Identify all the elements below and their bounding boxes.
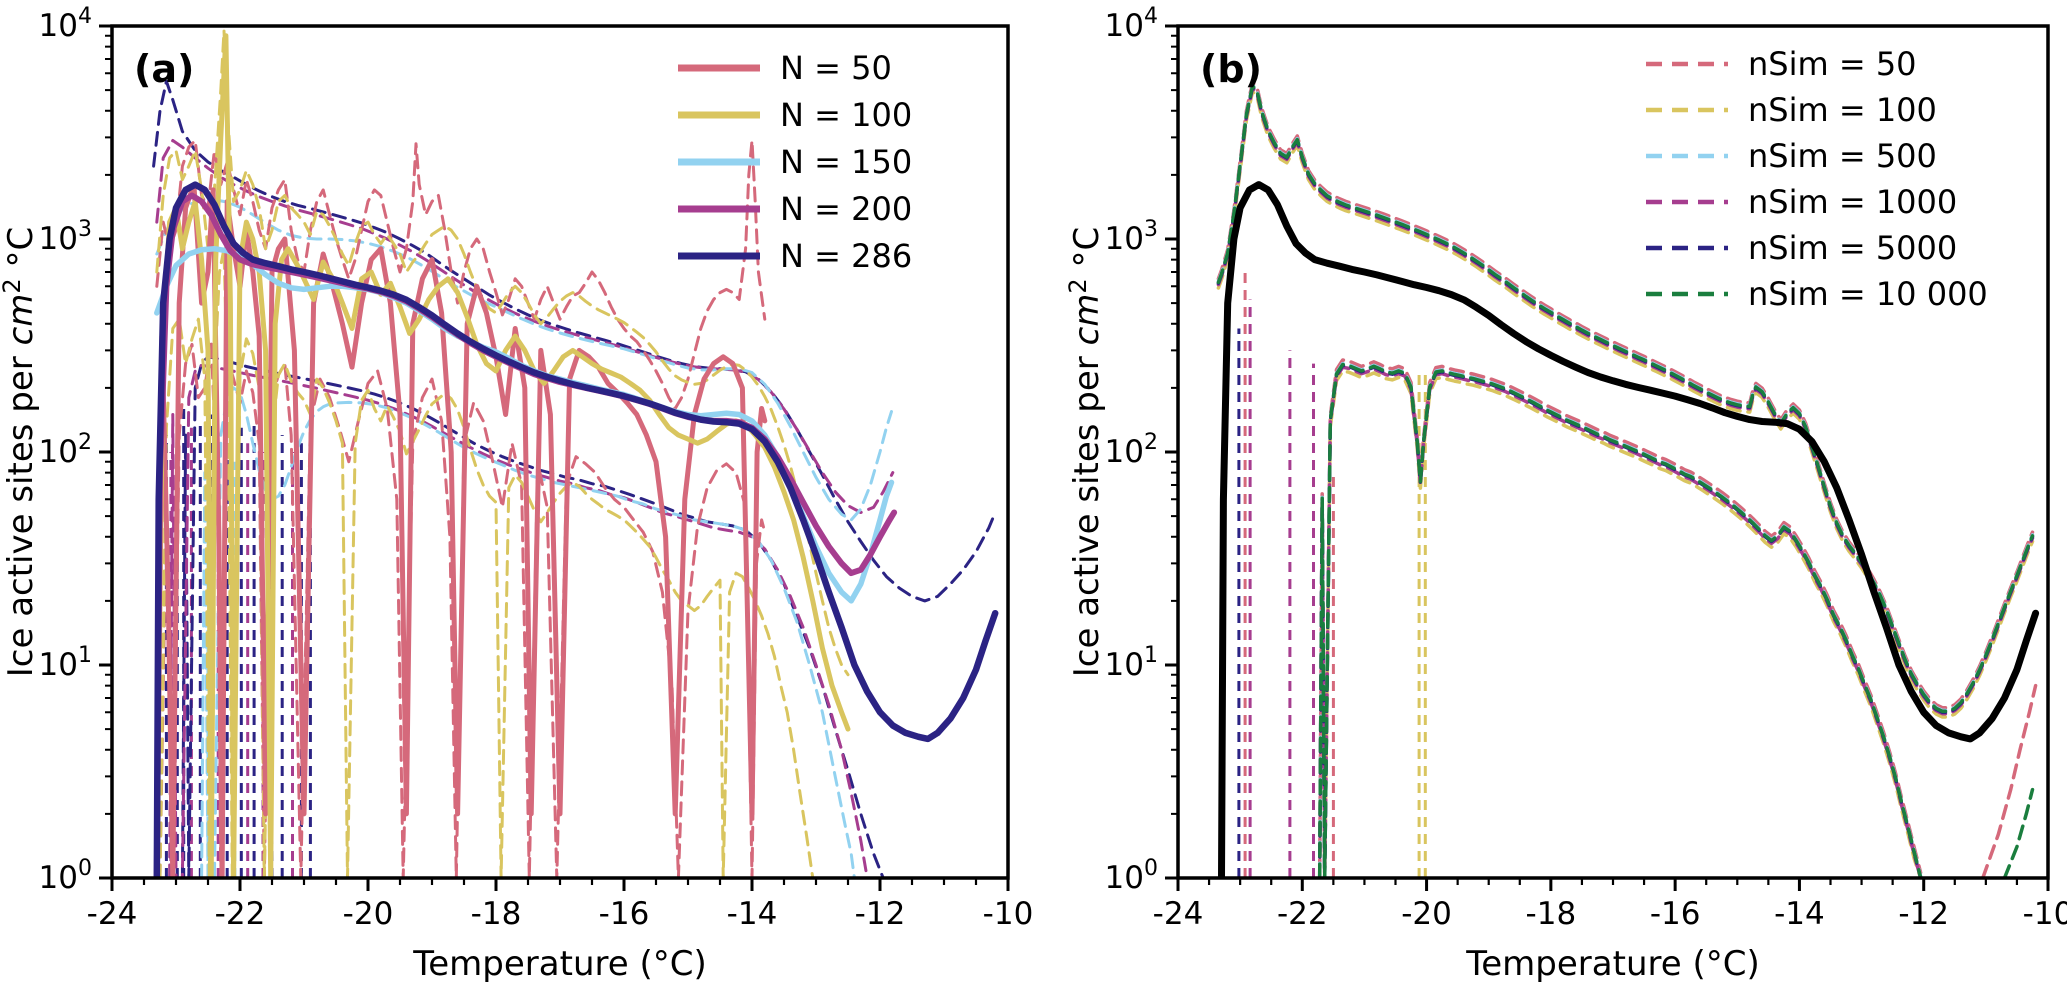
x-tick-label: -18 (1526, 896, 1577, 932)
x-tick-label: -20 (1401, 896, 1452, 932)
legend-label: N = 150 (780, 143, 912, 181)
series-N-100-solid (154, 33, 851, 878)
y-axis-title: Ice active sites per cm2 °C (0, 227, 41, 678)
x-tick-label: -24 (1153, 896, 1204, 932)
series-nsim-5000-upper (1216, 84, 2035, 715)
panel-label: (b) (1200, 47, 1262, 91)
series-n200-upper (155, 139, 895, 514)
x-axis-title: Temperature (°C) (1465, 944, 1759, 984)
y-tick-label: 104 (39, 4, 92, 44)
x-tick-label: -10 (983, 896, 1034, 932)
legend-label: nSim = 50 (1748, 45, 1917, 83)
y-tick-label: 102 (1105, 430, 1158, 470)
series-nsim-500-upper (1216, 82, 2035, 713)
y-tick-label: 101 (39, 643, 92, 683)
y-tick-label: 103 (1105, 217, 1158, 257)
series-n150-upper (155, 198, 893, 522)
series-n286-upper (152, 79, 997, 603)
legend-label: N = 286 (780, 237, 912, 275)
y-tick-label: 101 (1105, 643, 1158, 683)
legend-label: N = 50 (780, 49, 892, 87)
series-nsim-50-upper (1216, 80, 2035, 710)
series-nsim-5000-lower (1317, 363, 1923, 878)
y-tick-label: 100 (39, 856, 92, 896)
x-tick-label: -12 (855, 896, 906, 932)
x-tick-label: -12 (1898, 896, 1949, 932)
series-nsim-50-tail (1981, 683, 2038, 878)
y-tick-label: 104 (1105, 4, 1158, 44)
legend-label: N = 200 (780, 190, 912, 228)
x-tick-label: -16 (1650, 896, 1701, 932)
legend-label: N = 100 (780, 96, 912, 134)
series-n200-lower (168, 363, 869, 878)
data-region-a (152, 29, 999, 878)
x-tick-label: -10 (2023, 896, 2067, 932)
x-tick-label: -14 (727, 896, 778, 932)
x-tick-label: -18 (471, 896, 522, 932)
x-tick-label: -24 (87, 896, 138, 932)
x-tick-label: -16 (599, 896, 650, 932)
series-N-286-solid (153, 181, 999, 878)
y-tick-label: 102 (39, 430, 92, 470)
x-axis-title: Temperature (°C) (412, 944, 706, 984)
panel-b: -24 -22 -20 -18 -16 -14 -12 -10 100 101 102 103 104 (… (1064, 4, 2067, 984)
legend-label: nSim = 5000 (1748, 229, 1957, 267)
series-nsim-10000-lower (1317, 362, 1923, 878)
series-nsim-1000-lower (1317, 365, 1923, 878)
series-nsim-10000-tail (2002, 787, 2035, 878)
y-tick-label: 100 (1105, 856, 1158, 896)
x-tick-label: -14 (1774, 896, 1825, 932)
panel-a: -24 -22 -20 -18 -16 -14 -12 -10 100 101 102 103 104 (… (0, 4, 1033, 984)
series-nsim-10000-upper (1216, 83, 2035, 714)
series-nsim-1000-upper (1216, 86, 2035, 716)
legend-label: nSim = 1000 (1748, 183, 1957, 221)
x-tick-label: -22 (215, 896, 266, 932)
panel-label: (a) (134, 47, 194, 91)
legend-label: nSim = 500 (1748, 137, 1937, 175)
series-n50-upper (155, 139, 767, 410)
x-tick-label: -22 (1277, 896, 1328, 932)
y-tick-label: 103 (39, 217, 92, 257)
legend-label: nSim = 100 (1748, 91, 1937, 129)
legend-label: nSim = 10 000 (1748, 275, 1988, 313)
data-region-b (1216, 80, 2040, 878)
series-nsim-500-lower (1317, 361, 1923, 878)
y-axis-title: Ice active sites per cm2 °C (1064, 227, 1107, 678)
x-tick-label: -20 (343, 896, 394, 932)
series-fitted-spectrum (1218, 181, 2040, 878)
